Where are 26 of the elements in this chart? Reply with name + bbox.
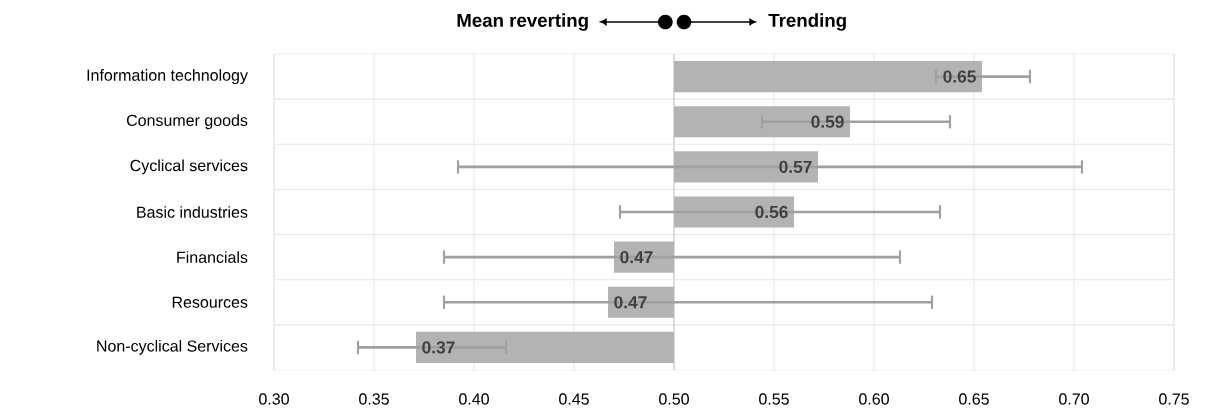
data-label: 0.47 <box>620 251 653 264</box>
text: Trending <box>768 13 846 31</box>
data-label: 0.47 <box>614 296 647 309</box>
y-tick-label: Financials <box>177 251 248 263</box>
y-tick-label: Cyclical services <box>130 159 248 175</box>
data-label: 0.57 <box>779 160 812 173</box>
x-tick-label: 0.65 <box>959 393 989 405</box>
y-tick-label: Non-cyclical Services <box>97 339 248 355</box>
y-tick-label: Basic industries <box>137 206 248 218</box>
x-tick-label: 0.45 <box>559 393 589 405</box>
x-tick-label: 0.50 <box>659 393 689 405</box>
y-tick-label: Resources <box>172 296 248 308</box>
x-tick-label: 0.60 <box>859 393 889 405</box>
x-tick-label: 0.30 <box>259 393 289 405</box>
x-tick-label: 0.35 <box>359 393 389 405</box>
y-tick-label: Consumer goods <box>126 114 248 130</box>
y-tick-label: Information technology <box>87 69 248 85</box>
x-tick-label: 0.40 <box>459 393 489 405</box>
data-label: 0.37 <box>422 341 455 354</box>
data-label: 0.65 <box>943 70 976 83</box>
text: Mean reverting <box>457 13 588 31</box>
x-tick-label: 0.70 <box>1059 393 1089 405</box>
data-label: 0.59 <box>811 115 844 128</box>
x-tick-label: 0.75 <box>1159 393 1189 405</box>
x-tick-label: 0.55 <box>759 393 789 405</box>
data-label: 0.56 <box>755 205 788 219</box>
